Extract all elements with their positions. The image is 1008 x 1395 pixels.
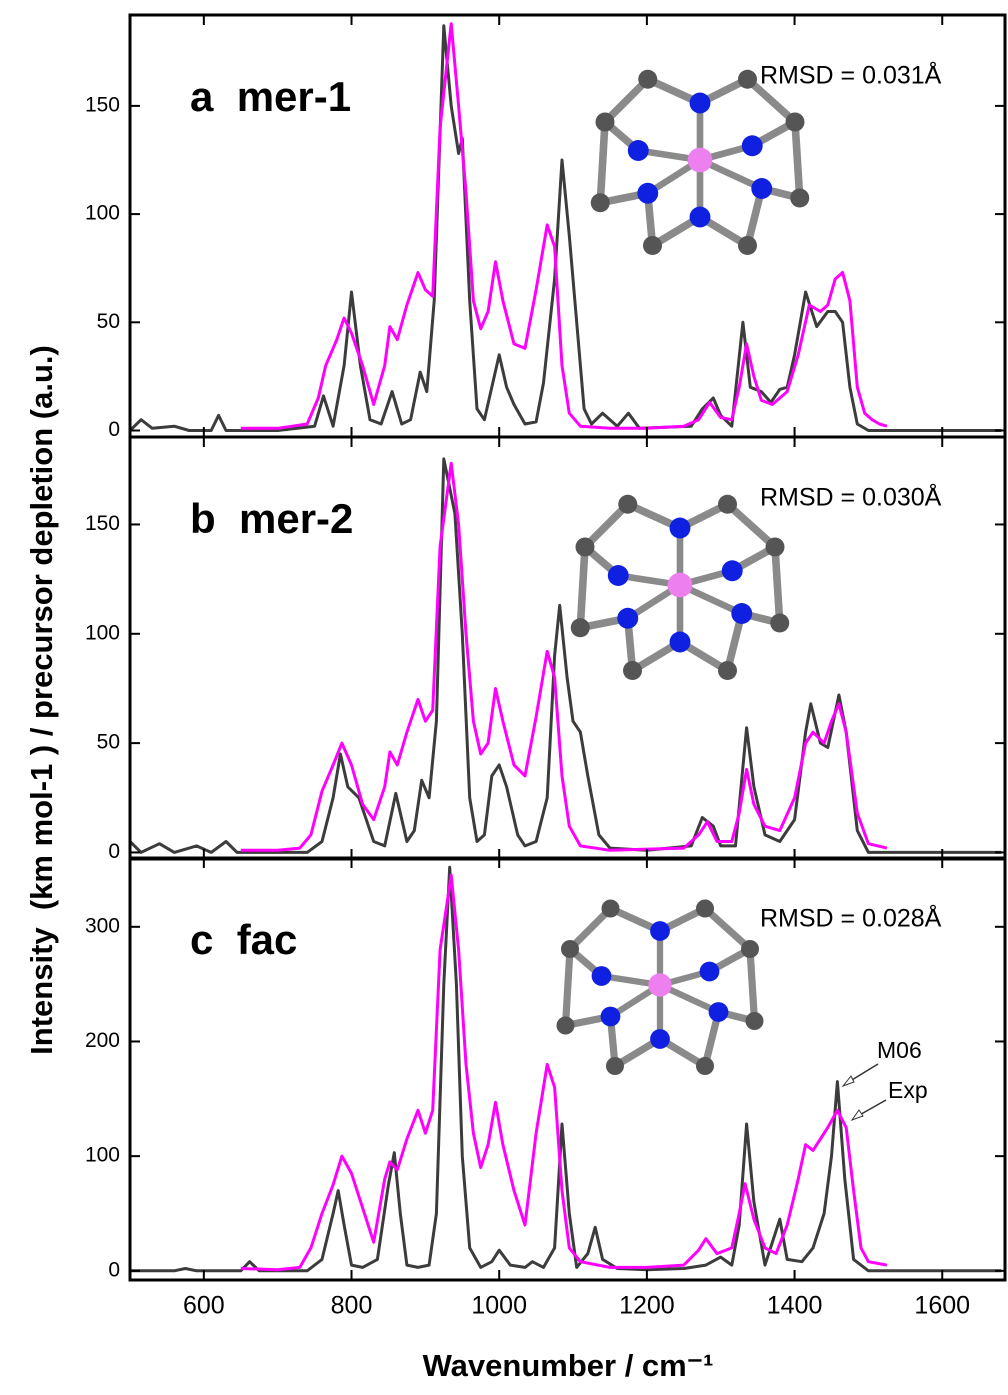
carbon-atom <box>571 618 590 637</box>
molecule-structure <box>591 70 810 255</box>
y-tick-label: 100 <box>85 202 120 225</box>
carbon-atom <box>738 236 757 255</box>
nitrogen-atom <box>690 207 711 228</box>
metal-atom <box>648 973 671 996</box>
bond <box>795 122 800 198</box>
carbon-atom <box>576 538 595 557</box>
bond <box>600 122 605 203</box>
nitrogen-atom <box>637 183 658 204</box>
carbon-atom <box>766 538 785 557</box>
bond <box>775 547 780 623</box>
x-tick-label: 1400 <box>767 1292 823 1320</box>
nitrogen-atom <box>690 93 711 114</box>
nitrogen-atom <box>700 962 720 982</box>
x-tick-label: 800 <box>331 1292 373 1320</box>
metal-atom <box>668 573 693 598</box>
carbon-atom <box>738 70 757 89</box>
bond <box>580 547 585 628</box>
panel-label: c fac <box>190 916 297 963</box>
y-tick-label: 50 <box>97 731 120 754</box>
y-tick-label: 0 <box>108 840 120 863</box>
carbon-atom <box>591 193 610 212</box>
rmsd-label: RMSD = 0.028Å <box>760 903 942 933</box>
carbon-atom <box>696 900 714 918</box>
nitrogen-atom <box>628 140 649 161</box>
metal-atom <box>688 148 713 173</box>
nitrogen-atom <box>592 966 612 986</box>
carbon-atom <box>602 900 620 918</box>
carbon-atom <box>606 1057 624 1075</box>
y-tick-label: 0 <box>108 1258 120 1281</box>
molecule-structure <box>557 900 764 1076</box>
nitrogen-atom <box>601 1007 621 1027</box>
nitrogen-atom <box>709 1002 729 1022</box>
carbon-atom <box>790 189 809 208</box>
nitrogen-atom <box>670 518 691 539</box>
x-axis-title: Wavenumber / cm⁻¹ <box>423 1348 714 1383</box>
y-tick-label: 100 <box>85 621 120 644</box>
carbon-atom <box>746 1012 764 1030</box>
arrow-head <box>852 1110 863 1120</box>
carbon-atom <box>618 495 637 514</box>
bond <box>750 949 755 1021</box>
nitrogen-atom <box>670 632 691 653</box>
bond <box>566 949 571 1026</box>
y-tick-label: 300 <box>85 914 120 937</box>
chart: Intensity (km mol-1 ) / precursor deplet… <box>0 0 1008 1395</box>
carbon-atom <box>718 495 737 514</box>
nitrogen-atom <box>742 135 763 156</box>
bond <box>705 909 750 950</box>
x-tick-label: 600 <box>183 1292 225 1320</box>
nitrogen-atom <box>731 603 752 624</box>
molecule-structure <box>571 495 790 680</box>
x-tick-label: 1000 <box>471 1292 527 1320</box>
rmsd-label: RMSD = 0.030Å <box>760 482 942 512</box>
y-tick-label: 0 <box>108 418 120 441</box>
carbon-atom <box>741 940 759 958</box>
carbon-atom <box>696 1057 714 1075</box>
rmsd-label: RMSD = 0.031Å <box>760 60 942 90</box>
series-annotation: M06 <box>877 1037 922 1063</box>
nitrogen-atom <box>617 608 638 629</box>
series-annotation: Exp <box>888 1077 928 1103</box>
carbon-atom <box>623 661 642 680</box>
panel-label: b mer-2 <box>190 495 353 542</box>
x-tick-label: 1200 <box>619 1292 675 1320</box>
arrow-head <box>843 1076 854 1086</box>
y-tick-label: 150 <box>85 93 120 116</box>
y-tick-label: 200 <box>85 1029 120 1052</box>
carbon-atom <box>638 70 657 89</box>
spectrum-line <box>241 875 887 1269</box>
carbon-atom <box>643 236 662 255</box>
nitrogen-atom <box>722 560 743 581</box>
nitrogen-atom <box>650 1029 670 1049</box>
carbon-atom <box>786 113 805 132</box>
carbon-atom <box>557 1017 575 1035</box>
nitrogen-atom <box>751 178 772 199</box>
nitrogen-atom <box>608 565 629 586</box>
carbon-atom <box>718 661 737 680</box>
y-tick-label: 100 <box>85 1144 120 1167</box>
y-axis-title: Intensity (km mol-1 ) / precursor deplet… <box>24 345 59 1055</box>
carbon-atom <box>596 113 615 132</box>
nitrogen-atom <box>650 921 670 941</box>
x-tick-label: 1600 <box>914 1292 970 1320</box>
y-tick-label: 150 <box>85 512 120 535</box>
carbon-atom <box>770 614 789 633</box>
carbon-atom <box>561 940 579 958</box>
panel-label: a mer-1 <box>190 73 351 120</box>
y-tick-label: 50 <box>97 310 120 333</box>
